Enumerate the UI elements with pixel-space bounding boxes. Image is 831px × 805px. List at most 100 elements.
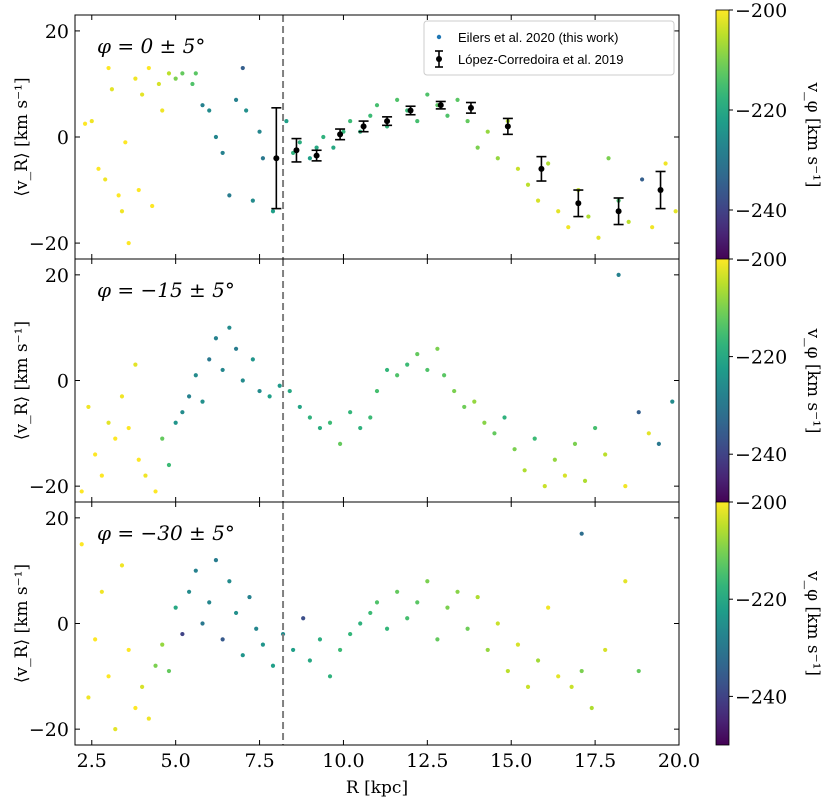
y-tick-label: −20: [29, 233, 69, 255]
scatter-point: [317, 637, 323, 642]
scatter-point: [193, 373, 198, 378]
scatter-point: [552, 457, 557, 462]
scatter-point: [579, 531, 584, 536]
scatter-point: [374, 103, 380, 108]
legend-marker-scatter: [436, 34, 442, 40]
scatter-point: [227, 193, 232, 198]
scatter-point: [126, 425, 131, 431]
y-tick-label: −20: [29, 719, 69, 741]
scatter-point: [348, 410, 353, 415]
scatter-point: [358, 621, 363, 626]
errorbar-point: [405, 105, 416, 116]
scatter-point: [321, 134, 326, 140]
scatter-point: [623, 579, 628, 584]
colorbar-tick-label: −200: [735, 492, 787, 514]
errorbar-point: [573, 189, 584, 218]
scatter-point: [186, 589, 192, 594]
errorbar-point: [655, 170, 666, 210]
errorbar-point: [358, 120, 369, 133]
scatter-point: [415, 118, 420, 124]
scatter-point: [589, 705, 594, 711]
scatter-point: [146, 65, 151, 71]
scatter-point: [616, 272, 621, 277]
scatter-point: [233, 97, 239, 102]
y-tick-label: 20: [45, 508, 69, 530]
x-tick-label: 7.5: [244, 750, 274, 772]
scatter-point: [133, 76, 138, 81]
scatter-point: [395, 97, 400, 102]
scatter-point: [180, 410, 185, 415]
scatter-point: [535, 198, 541, 203]
scatter-point: [257, 129, 262, 134]
scatter-point: [603, 452, 608, 457]
scatter-point: [126, 240, 131, 246]
scatter-point: [586, 214, 591, 219]
scatter-point: [603, 647, 608, 653]
scatter-point: [79, 489, 84, 494]
scatter-point: [240, 65, 245, 71]
errorbar-marker: [467, 104, 474, 111]
x-tick-label: 15.0: [490, 750, 532, 772]
scatter-point: [103, 177, 108, 182]
errorbar-point: [291, 137, 302, 163]
scatter-point: [109, 87, 115, 92]
scatter-point: [160, 108, 165, 113]
x-axis-label: R [kpc]: [346, 778, 408, 798]
scatter-point: [113, 727, 118, 732]
scatter-point: [297, 140, 302, 145]
scatter-point: [505, 668, 510, 674]
scatter-point: [86, 404, 91, 410]
colorbar: [715, 9, 730, 261]
scatter-point: [126, 647, 131, 653]
scatter-point: [96, 166, 101, 171]
scatter-point: [572, 441, 578, 446]
scatter-point: [307, 156, 312, 161]
scatter-point: [180, 631, 185, 637]
errorbar-marker: [615, 208, 622, 215]
scatter-point: [670, 399, 675, 404]
scatter-point: [425, 579, 430, 584]
scatter-point: [515, 642, 521, 647]
y-tick-label: 0: [57, 127, 69, 149]
scatter-point: [270, 663, 276, 668]
errorbar-marker: [538, 165, 545, 172]
scatter-point: [166, 668, 172, 674]
scatter-point: [639, 177, 645, 182]
scatter-point: [193, 71, 198, 76]
scatter-point: [415, 351, 420, 357]
scatter-point: [485, 647, 490, 653]
x-tick-label: 2.5: [77, 750, 107, 772]
scatter-point: [123, 140, 128, 145]
scatter-point: [337, 647, 343, 653]
scatter-point: [512, 447, 517, 452]
legend-label: López-Corredoira et al. 2019: [458, 52, 624, 67]
y-tick-label: 20: [45, 21, 69, 43]
panel-2: 20 0 −20 φ = −15 ± 5° ⟨v_R⟩ [km s⁻¹] −200 −220…: [12, 249, 823, 504]
y-tick-label: 0: [57, 371, 69, 393]
scatter-point: [133, 705, 138, 711]
scatter-point: [623, 484, 628, 489]
scatter-point: [93, 452, 98, 457]
scatter-point: [291, 647, 296, 653]
scatter-point: [405, 616, 410, 621]
scatter-point: [525, 182, 531, 187]
scatter-point: [656, 441, 661, 446]
scatter-point: [180, 71, 185, 76]
scatter-point: [673, 209, 678, 214]
scatter-point: [160, 642, 165, 647]
scatter-point: [99, 473, 104, 478]
scatter-point: [482, 420, 487, 425]
panel-annotation: φ = 0 ± 5°: [97, 34, 205, 58]
colorbar-tick-label: −220: [735, 347, 787, 369]
scatter-point: [227, 579, 232, 584]
scatter-point: [522, 468, 527, 473]
scatter-point: [106, 420, 111, 425]
y-tick-label: 20: [45, 265, 69, 287]
scatter-point: [566, 225, 571, 230]
errorbar-marker: [407, 107, 414, 114]
errorbar-marker: [504, 123, 511, 130]
y-axis-label: ⟨v_R⟩ [km s⁻¹]: [12, 564, 32, 683]
scatter-point: [368, 415, 373, 420]
scatter-point: [636, 668, 641, 674]
scatter-point: [190, 81, 195, 87]
